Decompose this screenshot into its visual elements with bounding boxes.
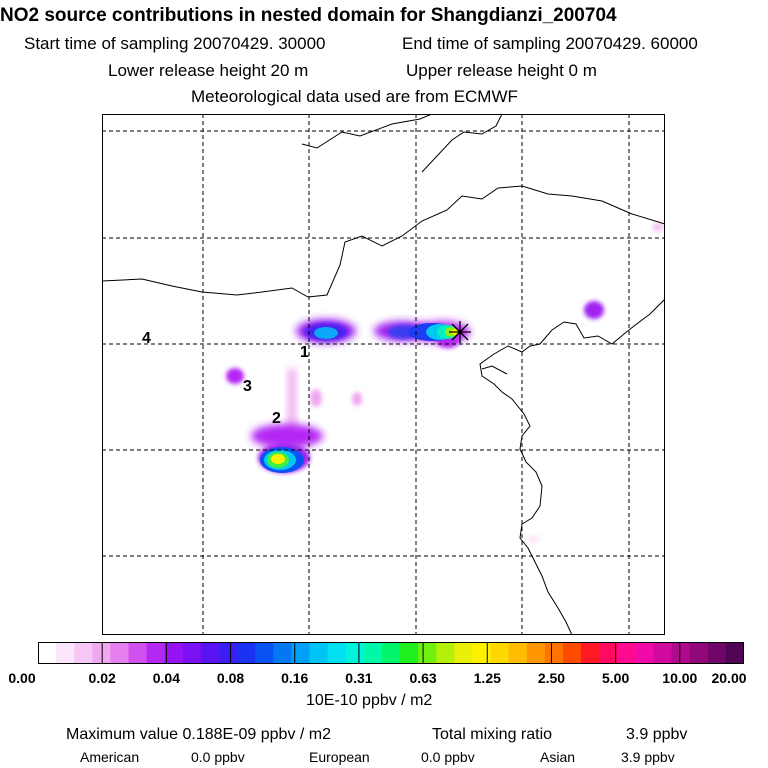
colorbar-cell bbox=[219, 642, 238, 664]
colorbar-cell bbox=[273, 642, 293, 664]
met-data-label: Meteorological data used are from ECMWF bbox=[191, 87, 518, 106]
colorbar-tick-label: 20.00 bbox=[711, 670, 747, 686]
colorbar-cell bbox=[381, 642, 401, 664]
region-label-3: 3 bbox=[243, 378, 252, 395]
region-label-4: 4 bbox=[142, 330, 151, 347]
colorbar bbox=[38, 642, 744, 664]
colorbar-tick-label: 5.00 bbox=[602, 670, 630, 686]
map-background bbox=[102, 114, 665, 635]
colorbar-cell bbox=[56, 642, 75, 664]
unit-label: 10E-10 ppbv / m2 bbox=[306, 692, 433, 709]
colorbar-cell bbox=[599, 642, 618, 664]
colorbar-cell bbox=[635, 642, 655, 664]
colorbar-cell bbox=[128, 642, 148, 664]
colorbar-tick-label: 0.63 bbox=[409, 670, 437, 686]
colorbar-cell bbox=[255, 642, 274, 664]
colorbar-cell bbox=[725, 642, 744, 664]
region-label-1: 1 bbox=[300, 344, 309, 361]
total-mixing-value: 3.9 ppbv bbox=[626, 726, 688, 743]
gridlines bbox=[102, 114, 665, 635]
total-mixing-label: Total mixing ratio bbox=[432, 726, 553, 743]
american-label: American bbox=[80, 749, 140, 765]
map-panel: 1 2 3 4 bbox=[102, 114, 665, 635]
colorbar-tick-label: 0.16 bbox=[281, 670, 309, 686]
colorbar-cell bbox=[454, 642, 474, 664]
colorbar-cell bbox=[707, 642, 727, 664]
start-time-label: Start time of sampling 20070429. 30000 bbox=[24, 34, 326, 53]
colorbar-tick-label: 10.00 bbox=[662, 670, 698, 686]
colorbar-cell bbox=[581, 642, 600, 664]
colorbar-cell bbox=[38, 642, 57, 664]
colorbar-cell bbox=[436, 642, 455, 664]
end-time-label: End time of sampling 20070429. 60000 bbox=[402, 34, 698, 53]
colorbar-tick-label: 2.50 bbox=[537, 670, 566, 686]
colorbar-tick-label: 0.02 bbox=[88, 670, 116, 686]
colorbar-cell bbox=[291, 642, 311, 664]
upper-release-label: Upper release height 0 m bbox=[406, 61, 597, 80]
colorbar-tick-label: 0.31 bbox=[345, 670, 373, 686]
colorbar-cell bbox=[671, 642, 691, 664]
european-label: European bbox=[309, 749, 370, 765]
colorbar-cell bbox=[345, 642, 365, 664]
colorbar-cell bbox=[327, 642, 347, 664]
colorbar-tick-label: 0.00 bbox=[8, 670, 36, 686]
coastlines bbox=[102, 114, 665, 635]
page-title: NO2 source contributions in nested domai… bbox=[0, 5, 617, 26]
colorbar-cell bbox=[164, 642, 184, 664]
colorbar-cell bbox=[182, 642, 202, 664]
colorbar-cell bbox=[562, 642, 582, 664]
colorbar-cell bbox=[689, 642, 709, 664]
asian-value: 3.9 ppbv bbox=[621, 749, 675, 765]
colorbar-cell bbox=[146, 642, 166, 664]
region-label-2: 2 bbox=[272, 410, 281, 427]
colorbar-cell bbox=[490, 642, 510, 664]
max-value-label: Maximum value 0.188E-09 ppbv / m2 bbox=[66, 726, 332, 743]
colorbar-tick-label: 1.25 bbox=[473, 670, 501, 686]
colorbar-cell bbox=[544, 642, 564, 664]
american-value: 0.0 ppbv bbox=[191, 749, 245, 765]
colorbar-cell bbox=[309, 642, 329, 664]
colorbar-cell bbox=[92, 642, 112, 664]
colorbar-cell bbox=[110, 642, 130, 664]
colorbar-cell bbox=[472, 642, 492, 664]
colorbar-cell bbox=[617, 642, 636, 664]
colorbar-tick-label: 0.04 bbox=[152, 670, 180, 686]
lower-release-label: Lower release height 20 m bbox=[108, 61, 309, 80]
colorbar-cell bbox=[74, 642, 93, 664]
map-frame bbox=[102, 114, 665, 635]
colorbar-cell bbox=[200, 642, 220, 664]
colorbar-cell bbox=[400, 642, 419, 664]
colorbar-cell bbox=[237, 642, 256, 664]
colorbar-cell bbox=[363, 642, 383, 664]
colorbar-cell bbox=[526, 642, 546, 664]
european-value: 0.0 ppbv bbox=[421, 749, 475, 765]
asian-label: Asian bbox=[540, 749, 576, 765]
colorbar-cell bbox=[653, 642, 673, 664]
asterisk-icon bbox=[449, 321, 471, 343]
colorbar-cell bbox=[418, 642, 437, 664]
colorbar-tick-label: 0.08 bbox=[216, 670, 245, 686]
colorbar-cell bbox=[508, 642, 528, 664]
